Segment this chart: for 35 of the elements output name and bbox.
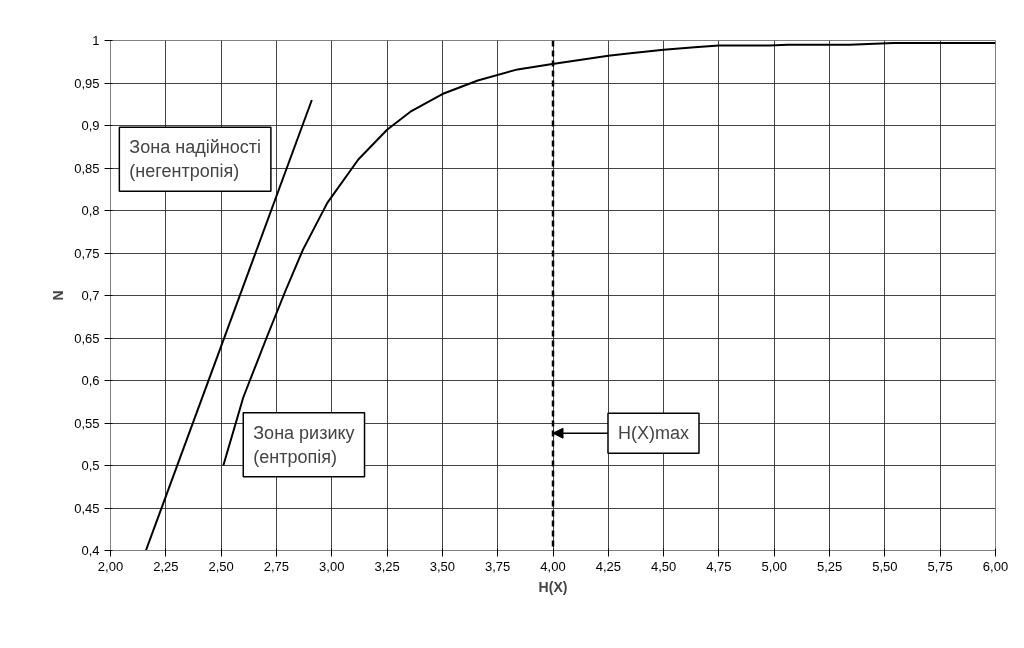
x-axis-title: H(X) <box>538 578 568 595</box>
ref-line-label: H(X)max <box>618 423 689 444</box>
x-tick-label: 2,75 <box>263 558 290 574</box>
x-tick-label: 3,25 <box>374 558 400 574</box>
y-tick-label: 0,5 <box>81 458 100 473</box>
y-tick-label: 1 <box>92 33 100 48</box>
y-tick-label: 0,85 <box>74 160 100 176</box>
y-tick-label: 0,9 <box>81 118 100 133</box>
x-tick-label: 3,75 <box>485 558 511 574</box>
y-tick-label: 0,6 <box>81 373 100 388</box>
y-tick-label: 0,45 <box>74 500 100 516</box>
x-tick-label: 4,25 <box>595 558 621 574</box>
y-tick-label: 0,75 <box>74 245 100 261</box>
x-tick-label: 5,25 <box>816 558 843 574</box>
x-tick-label: 3,50 <box>429 558 456 574</box>
y-tick-label: 0,95 <box>74 75 100 91</box>
x-tick-label: 4,00 <box>540 558 566 574</box>
y-tick-label: 0,65 <box>74 330 100 346</box>
y-tick-label: 0,55 <box>74 415 100 431</box>
x-tick-label: 5,75 <box>927 558 953 574</box>
x-tick-label: 2,25 <box>153 558 179 574</box>
x-tick-label: 5,00 <box>761 558 787 574</box>
x-tick-label: 2,50 <box>208 558 234 574</box>
x-tick-label: 4,50 <box>650 558 677 574</box>
y-tick-label: 0,8 <box>81 203 100 218</box>
y-axis-title: N <box>50 290 67 301</box>
x-tick-label: 6,00 <box>982 558 1009 574</box>
y-tick-label: 0,4 <box>81 543 100 558</box>
x-tick-label: 2,00 <box>97 558 124 574</box>
x-tick-label: 3,00 <box>319 558 345 574</box>
y-tick-label: 0,7 <box>81 288 100 303</box>
x-tick-label: 5,50 <box>872 558 898 574</box>
annotation: Зона ризику (ентропія) <box>253 422 355 467</box>
annotation: Зона надійності (негентропія) <box>129 137 261 182</box>
x-tick-label: 4,75 <box>706 558 732 574</box>
